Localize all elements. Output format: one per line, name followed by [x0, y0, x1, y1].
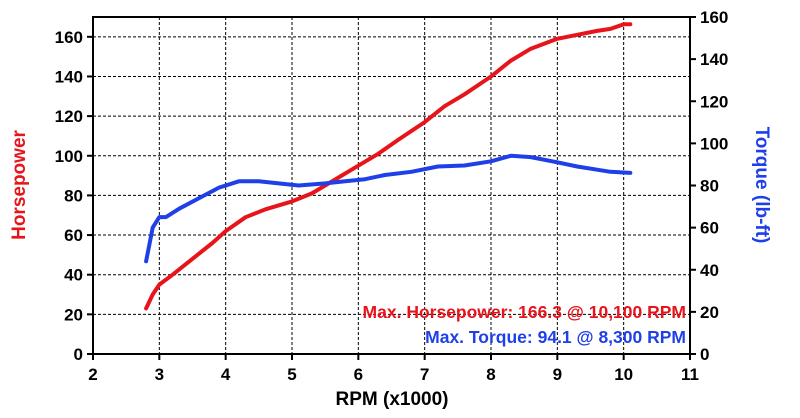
- right-y-tick-label: 20: [700, 303, 719, 322]
- x-tick-label: 6: [354, 365, 363, 384]
- left-y-tick-label: 60: [64, 226, 83, 245]
- grid-lines: [93, 17, 690, 354]
- right-y-tick-label: 0: [700, 345, 709, 364]
- x-tick-label: 5: [287, 365, 296, 384]
- right-y-tick-label: 80: [700, 177, 719, 196]
- right-y-tick-label: 160: [700, 8, 728, 27]
- left-y-tick-label: 0: [74, 345, 83, 364]
- right-y-tick-label: 60: [700, 219, 719, 238]
- left-y-tick-label: 40: [64, 266, 83, 285]
- x-tick-label: 7: [420, 365, 429, 384]
- max-horsepower-annotation: Max. Horsepower: 166.3 @ 10,100 RPM: [363, 302, 686, 322]
- right-y-axis-title: Torque (lb-ft): [751, 127, 772, 244]
- x-tick-label: 2: [88, 365, 97, 384]
- max-torque-annotation: Max. Torque: 94.1 @ 8,300 RPM: [425, 327, 686, 347]
- horsepower-line: [144, 22, 633, 311]
- x-tick-label: 11: [681, 365, 699, 384]
- right-y-tick-label: 140: [700, 50, 728, 69]
- right-y-tick-label: 100: [700, 134, 728, 153]
- right-y-tick-label: 40: [700, 261, 719, 280]
- left-y-tick-label: 100: [55, 147, 83, 166]
- right-y-tick-label: 120: [700, 92, 728, 111]
- x-axis-title: RPM (x1000): [336, 389, 449, 410]
- left-y-tick-label: 20: [64, 305, 83, 324]
- left-y-tick-label: 160: [55, 28, 83, 47]
- x-tick-label: 4: [221, 365, 231, 384]
- torque-line: [144, 153, 633, 264]
- left-y-tick-label: 140: [55, 67, 83, 86]
- x-tick-label: 9: [553, 365, 562, 384]
- axis-ticks: 2 3 4 5 6 7 8 9 10 110204060801001201401600204060…: [55, 8, 729, 384]
- left-y-axis-title: Horsepower: [9, 129, 30, 239]
- left-y-tick-label: 120: [55, 107, 83, 126]
- left-y-tick-label: 80: [64, 186, 83, 205]
- x-tick-label: 10: [614, 365, 633, 384]
- x-tick-label: 8: [486, 365, 495, 384]
- x-tick-label: 3: [155, 365, 164, 384]
- series-lines: [144, 22, 633, 311]
